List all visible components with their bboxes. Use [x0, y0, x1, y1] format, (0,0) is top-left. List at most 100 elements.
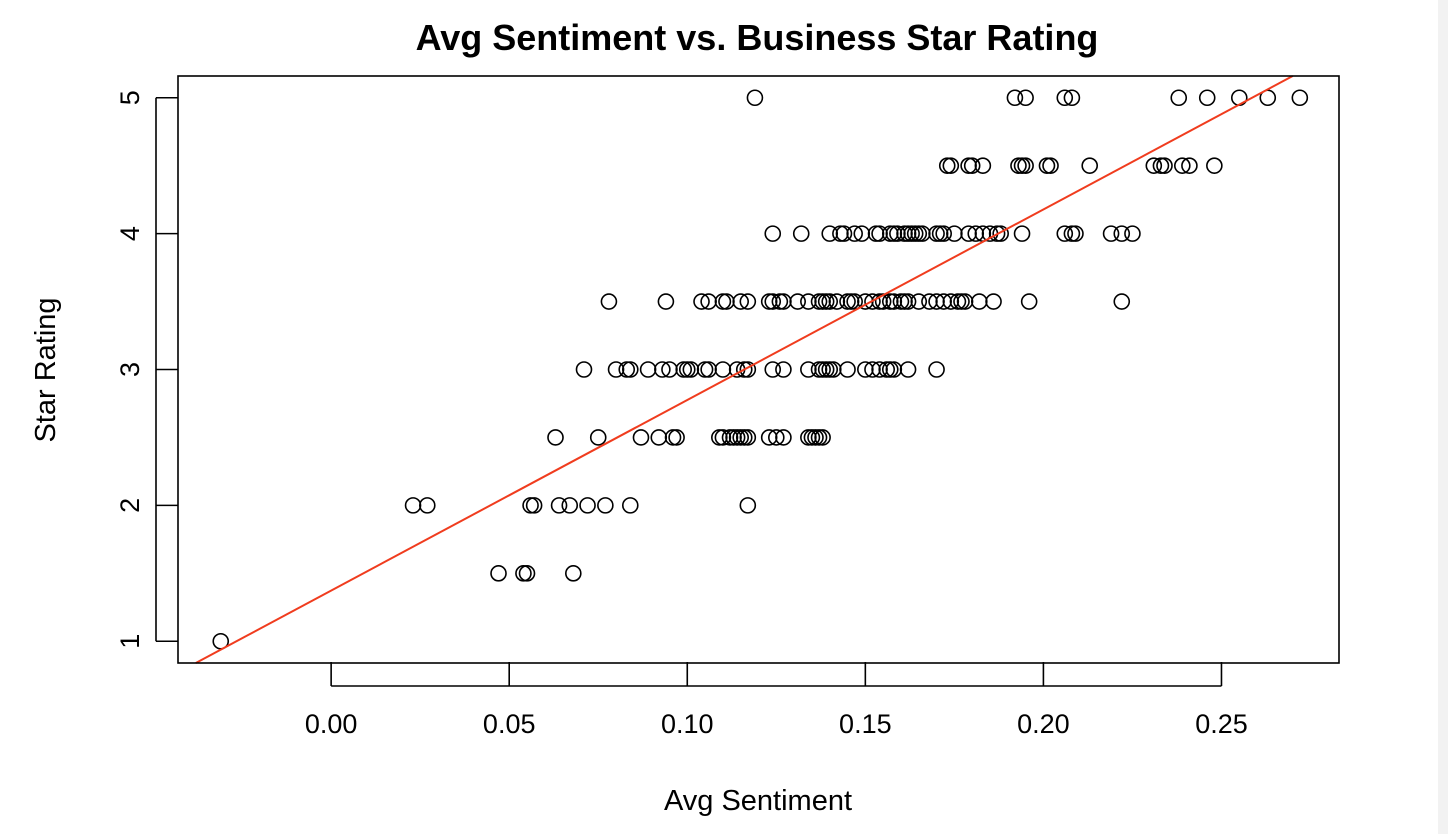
- data-point: [867, 225, 885, 242]
- data-point: [899, 361, 917, 378]
- y-tick-label: 5: [115, 90, 145, 105]
- data-point: [928, 225, 945, 242]
- data-point: [515, 565, 532, 582]
- data-point: [814, 361, 831, 378]
- window-edge: [1438, 0, 1448, 834]
- x-tick-label: 0.25: [1195, 709, 1248, 739]
- data-point: [632, 429, 650, 446]
- data-point: [597, 497, 614, 514]
- y-tick-label: 4: [115, 226, 145, 241]
- data-point: [821, 361, 839, 378]
- data-point: [739, 429, 757, 446]
- x-tick-label: 0.15: [839, 709, 892, 739]
- data-point: [1056, 225, 1074, 242]
- data-point: [896, 293, 913, 310]
- data-point: [1174, 157, 1191, 174]
- data-point: [1081, 157, 1099, 174]
- data-point: [985, 293, 1002, 310]
- data-point: [764, 225, 782, 242]
- data-point: [817, 293, 835, 310]
- data-point: [678, 361, 696, 378]
- data-point: [906, 225, 924, 242]
- x-axis: 0.00 0.05 0.10 0.15 0.20 0.25: [305, 662, 1248, 739]
- y-tick-label: 3: [115, 362, 145, 377]
- data-point: [1102, 225, 1120, 242]
- data-point: [764, 293, 782, 310]
- data-point: [735, 361, 753, 378]
- data-point: [718, 293, 735, 310]
- data-point: [910, 225, 928, 242]
- data-point: [735, 429, 753, 446]
- x-tick-label: 0.05: [483, 709, 536, 739]
- data-point: [693, 293, 710, 310]
- data-point: [739, 293, 757, 310]
- data-point: [739, 497, 757, 514]
- data-point: [768, 429, 785, 446]
- data-point: [974, 157, 992, 174]
- data-point: [1145, 157, 1163, 174]
- data-point: [803, 429, 821, 446]
- data-point: [522, 497, 539, 514]
- data-point: [1113, 225, 1131, 242]
- data-point: [618, 361, 636, 378]
- data-point: [490, 565, 507, 582]
- data-point: [550, 497, 568, 514]
- data-point: [696, 361, 714, 378]
- data-point: [1152, 157, 1170, 174]
- data-point: [1206, 157, 1223, 174]
- data-point: [835, 225, 853, 242]
- data-point: [621, 497, 639, 514]
- data-point: [935, 225, 952, 242]
- data-point: [518, 565, 536, 582]
- chart-title: Avg Sentiment vs. Business Star Rating: [416, 17, 1099, 58]
- data-point: [1010, 157, 1027, 174]
- data-point: [654, 361, 671, 378]
- data-point: [1013, 225, 1031, 242]
- data-point: [1113, 293, 1131, 310]
- data-point: [1063, 225, 1081, 242]
- y-tick-label: 1: [115, 634, 145, 649]
- data-point: [910, 293, 928, 310]
- data-point: [764, 361, 782, 378]
- data-point: [842, 293, 860, 310]
- data-point: [1042, 157, 1059, 174]
- data-point: [1063, 89, 1081, 107]
- data-point: [971, 293, 988, 310]
- x-tick-label: 0.20: [1017, 709, 1070, 739]
- data-point: [928, 361, 945, 378]
- y-axis-title: Star Rating: [30, 297, 62, 442]
- data-point: [746, 89, 764, 107]
- data-point: [1198, 89, 1216, 107]
- data-point: [1124, 225, 1141, 242]
- data-point: [899, 293, 917, 310]
- data-point: [789, 293, 806, 310]
- data-point: [988, 225, 1006, 242]
- data-point: [938, 157, 956, 174]
- data-point: [1038, 157, 1056, 174]
- data-point: [732, 293, 749, 310]
- data-point: [714, 293, 732, 310]
- data-point: [664, 429, 682, 446]
- data-point: [963, 157, 981, 174]
- data-point: [1013, 157, 1031, 174]
- data-point: [878, 361, 896, 378]
- data-point: [1017, 157, 1034, 174]
- plot-area-frame: [177, 75, 1340, 664]
- data-point: [864, 293, 881, 310]
- data-point: [575, 361, 593, 378]
- data-point: [846, 225, 863, 242]
- data-point: [650, 429, 668, 446]
- data-point: [992, 225, 1009, 242]
- data-point: [1017, 89, 1034, 107]
- data-point: [1291, 89, 1309, 107]
- data-point: [732, 429, 749, 446]
- x-tick-label: 0.10: [661, 709, 714, 739]
- data-point: [775, 429, 792, 446]
- data-point: [846, 293, 863, 310]
- data-point: [953, 293, 970, 310]
- data-point: [832, 225, 849, 242]
- data-point: [589, 429, 607, 446]
- data-point: [946, 225, 963, 242]
- data-point: [949, 293, 967, 310]
